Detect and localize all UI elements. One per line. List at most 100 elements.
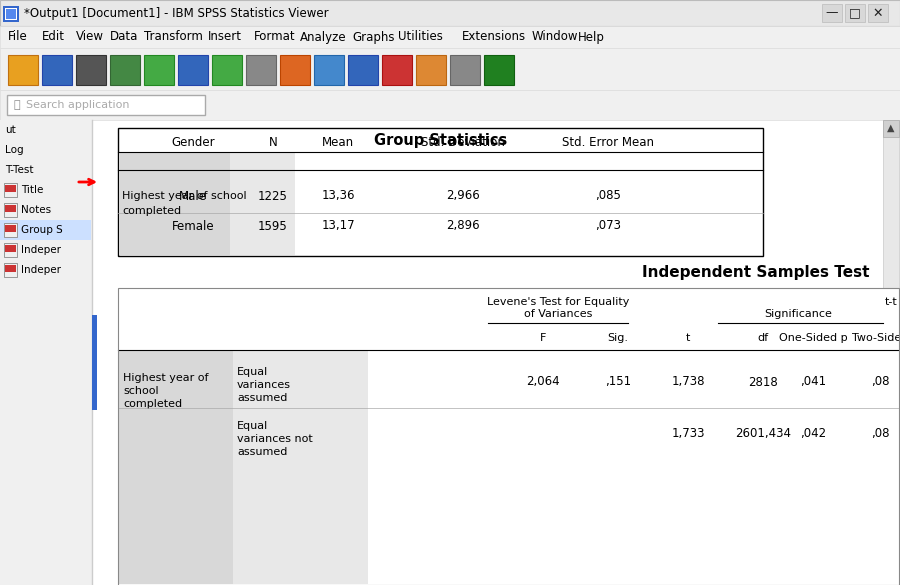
Text: View: View xyxy=(76,30,104,43)
Text: ,151: ,151 xyxy=(605,376,631,388)
Bar xyxy=(348,55,378,85)
Text: T-Test: T-Test xyxy=(5,165,33,175)
Bar xyxy=(4,183,17,197)
Bar xyxy=(110,55,140,85)
Text: Analyze: Analyze xyxy=(300,30,346,43)
Text: df: df xyxy=(758,333,769,343)
Text: 2601,434: 2601,434 xyxy=(735,428,791,441)
Bar xyxy=(314,55,344,85)
Bar xyxy=(4,203,17,217)
Text: Levene's Test for Equality: Levene's Test for Equality xyxy=(487,297,629,307)
Bar xyxy=(178,55,208,85)
Text: ,08: ,08 xyxy=(871,428,889,441)
Bar xyxy=(0,90,900,120)
Text: assumed: assumed xyxy=(237,447,287,457)
Text: school: school xyxy=(123,386,158,396)
Bar xyxy=(144,55,174,85)
Bar xyxy=(0,220,91,240)
Bar xyxy=(382,55,412,85)
Text: completed: completed xyxy=(122,206,181,216)
Text: 1595: 1595 xyxy=(258,219,288,232)
Bar xyxy=(92,315,97,410)
Text: 2,896: 2,896 xyxy=(446,219,480,232)
Bar xyxy=(212,55,242,85)
Text: Gender: Gender xyxy=(171,136,215,150)
Bar xyxy=(230,153,295,255)
Text: Std. Deviation: Std. Deviation xyxy=(421,136,505,150)
Text: Window: Window xyxy=(532,30,579,43)
Text: Utilities: Utilities xyxy=(398,30,443,43)
Bar xyxy=(6,9,16,19)
Text: Indeper: Indeper xyxy=(21,265,61,275)
Text: —: — xyxy=(826,6,838,19)
Text: 1,733: 1,733 xyxy=(671,428,705,441)
Bar xyxy=(416,55,446,85)
Text: Sig.: Sig. xyxy=(608,333,628,343)
Bar xyxy=(118,288,899,585)
Bar xyxy=(118,288,899,585)
Text: assumed: assumed xyxy=(237,393,287,403)
Bar xyxy=(3,6,19,22)
Text: Significance: Significance xyxy=(764,309,832,319)
Bar xyxy=(119,350,233,584)
Bar xyxy=(0,120,92,585)
Text: Notes: Notes xyxy=(21,205,51,215)
Bar xyxy=(5,245,16,252)
Text: Indeper: Indeper xyxy=(21,245,61,255)
Text: Log: Log xyxy=(5,145,23,155)
Text: variances: variances xyxy=(237,380,291,390)
Bar xyxy=(0,48,900,90)
Text: Group Statistics: Group Statistics xyxy=(374,132,507,147)
Bar xyxy=(845,4,865,22)
Bar xyxy=(119,153,230,255)
Text: ,08: ,08 xyxy=(871,376,889,388)
Text: Equal: Equal xyxy=(237,367,268,377)
Text: 1,738: 1,738 xyxy=(671,376,705,388)
Bar xyxy=(883,120,899,585)
Text: variances not: variances not xyxy=(237,434,313,444)
Text: File: File xyxy=(8,30,28,43)
Text: 2818: 2818 xyxy=(748,376,778,388)
Text: N: N xyxy=(268,136,277,150)
Bar xyxy=(822,4,842,22)
Bar xyxy=(868,4,888,22)
Bar xyxy=(0,26,900,48)
Text: 2,064: 2,064 xyxy=(526,376,560,388)
Bar xyxy=(8,55,38,85)
Text: Two-Sided: Two-Sided xyxy=(851,333,900,343)
Text: Group S: Group S xyxy=(21,225,63,235)
Bar xyxy=(7,95,205,115)
Text: Help: Help xyxy=(578,30,605,43)
Bar xyxy=(233,350,368,584)
Text: ,042: ,042 xyxy=(800,428,826,441)
Text: ▲: ▲ xyxy=(887,123,895,133)
Bar xyxy=(5,185,16,192)
Text: Format: Format xyxy=(254,30,295,43)
Text: ,085: ,085 xyxy=(595,190,621,202)
Text: One-Sided p: One-Sided p xyxy=(778,333,847,343)
Text: Male: Male xyxy=(179,190,207,202)
Text: Title: Title xyxy=(21,185,43,195)
Text: Equal: Equal xyxy=(237,421,268,431)
Text: completed: completed xyxy=(123,399,182,409)
Text: of Variances: of Variances xyxy=(524,309,592,319)
Bar xyxy=(5,205,16,212)
Bar xyxy=(92,120,883,585)
Text: Extensions: Extensions xyxy=(462,30,526,43)
Text: ,073: ,073 xyxy=(595,219,621,232)
Text: Search application: Search application xyxy=(26,100,130,110)
Bar xyxy=(42,55,72,85)
Text: Transform: Transform xyxy=(144,30,202,43)
Bar xyxy=(5,265,16,272)
Text: Std. Error Mean: Std. Error Mean xyxy=(562,136,654,150)
Text: Highest year of school: Highest year of school xyxy=(122,191,247,201)
Text: 13,17: 13,17 xyxy=(321,219,355,232)
Text: 13,36: 13,36 xyxy=(321,190,355,202)
Text: 🔍: 🔍 xyxy=(14,100,21,110)
Text: ✕: ✕ xyxy=(873,6,883,19)
Text: Insert: Insert xyxy=(208,30,242,43)
Text: t-t: t-t xyxy=(884,297,897,307)
Text: F: F xyxy=(540,333,546,343)
Bar xyxy=(5,8,17,20)
Text: 2,966: 2,966 xyxy=(446,190,480,202)
